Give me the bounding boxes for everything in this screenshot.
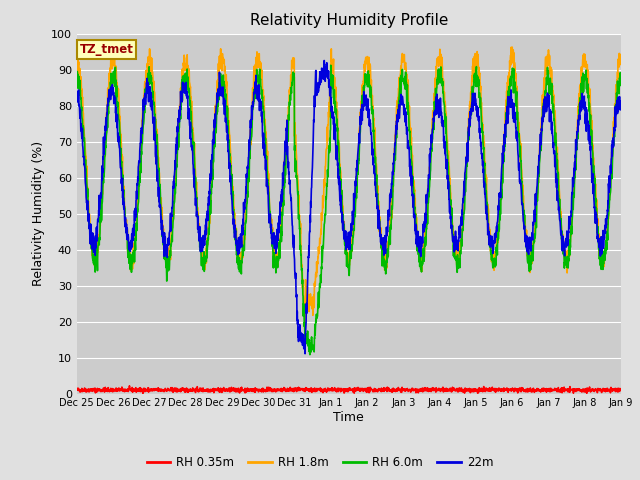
Text: TZ_tmet: TZ_tmet	[79, 43, 133, 56]
Y-axis label: Relativity Humidity (%): Relativity Humidity (%)	[33, 141, 45, 286]
Legend: RH 0.35m, RH 1.8m, RH 6.0m, 22m: RH 0.35m, RH 1.8m, RH 6.0m, 22m	[142, 452, 498, 474]
X-axis label: Time: Time	[333, 411, 364, 424]
Title: Relativity Humidity Profile: Relativity Humidity Profile	[250, 13, 448, 28]
